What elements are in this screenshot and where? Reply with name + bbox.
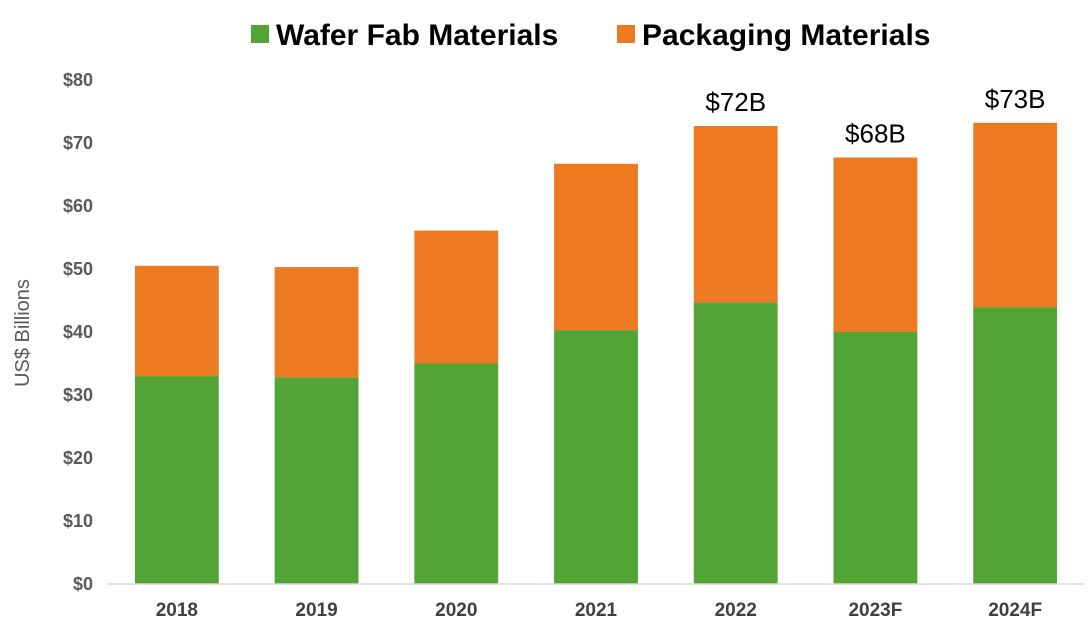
bar-wafer-fab-2023f	[833, 332, 918, 584]
total-label: $73B	[985, 84, 1046, 114]
x-tick-label: 2023F	[848, 600, 902, 621]
legend-label-wafer-fab: Wafer Fab Materials	[276, 19, 558, 52]
legend-swatch-wafer-fab	[251, 25, 269, 43]
y-axis-title: US$ Billions	[12, 279, 34, 387]
bar-wafer-fab-2024f	[973, 307, 1058, 584]
legend-label-packaging: Packaging Materials	[642, 19, 930, 52]
total-label: $72B	[705, 87, 766, 117]
total-labels: $72B $68B $73B	[705, 84, 1045, 149]
x-tick-label: 2019	[295, 600, 337, 621]
bar-wafer-fab-2021	[554, 330, 638, 584]
y-tick-label: $30	[63, 385, 93, 405]
bar-packaging-2020	[414, 230, 499, 364]
y-tick-label: $70	[63, 133, 93, 153]
x-tick-label: 2022	[715, 600, 757, 621]
y-tick-label: $10	[63, 511, 93, 531]
y-tick-label: $60	[63, 196, 93, 216]
total-label: $68B	[845, 118, 906, 148]
legend-swatch-packaging	[617, 25, 635, 43]
bar-packaging-2023f	[833, 157, 918, 332]
x-axis-ticks: 2018 2019 2020 2021 2022 2023F 2024F	[156, 600, 1042, 621]
y-axis-ticks: $0 $10 $20 $30 $40 $50 $60 $70 $80	[63, 70, 93, 594]
y-tick-label: $20	[63, 448, 93, 468]
bar-packaging-2021	[554, 163, 638, 331]
bar-packaging-2022	[693, 125, 778, 303]
y-tick-label: $50	[63, 259, 93, 279]
bar-wafer-fab-2020	[414, 363, 499, 584]
bar-packaging-2024f	[973, 122, 1058, 308]
bars-group	[134, 122, 1058, 584]
y-tick-label: $0	[73, 574, 93, 594]
bar-packaging-2018	[134, 265, 219, 377]
bar-wafer-fab-2019	[274, 377, 359, 584]
x-tick-label: 2020	[435, 600, 477, 621]
y-tick-label: $40	[63, 322, 93, 342]
x-tick-label: 2018	[156, 600, 198, 621]
legend: Wafer Fab Materials Packaging Materials	[251, 19, 930, 52]
bar-wafer-fab-2018	[134, 376, 219, 584]
x-tick-label: 2024F	[988, 600, 1042, 621]
bar-packaging-2019	[274, 267, 359, 378]
y-tick-label: $80	[63, 70, 93, 90]
bar-wafer-fab-2022	[693, 302, 778, 584]
x-tick-label: 2021	[575, 600, 618, 621]
